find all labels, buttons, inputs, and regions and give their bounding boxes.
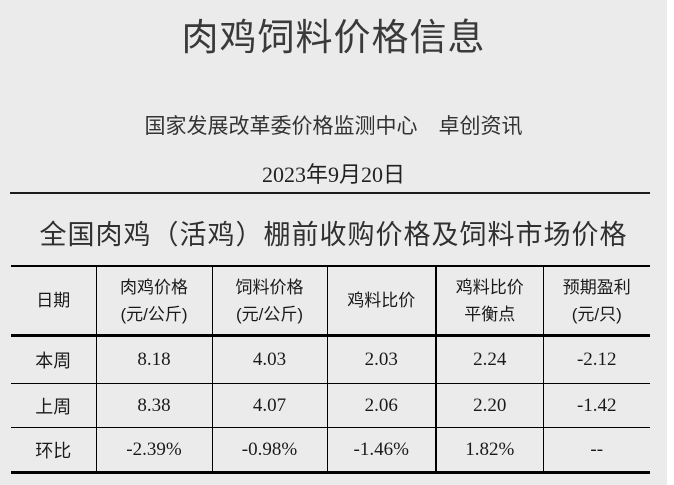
col-header-chicken-price: 肉鸡价格 (元/公斤) xyxy=(95,266,212,337)
price-table: 日期 肉鸡价格 (元/公斤) 饲料价格 (元/公斤) 鸡料比价 鸡料比价 xyxy=(11,265,650,474)
table-header-row: 日期 肉鸡价格 (元/公斤) 饲料价格 (元/公斤) 鸡料比价 鸡料比价 xyxy=(11,266,650,337)
horizontal-rule xyxy=(10,192,650,194)
table-row-week-over-week: 环比 -2.39% -0.98% -1.46% 1.82% -- xyxy=(11,427,650,473)
col-header-expected-profit: 预期盈利 (元/只) xyxy=(542,266,650,337)
data-cell: -2.12 xyxy=(542,335,650,384)
data-cell: -1.46% xyxy=(326,427,436,473)
source-line: 国家发展改革委价格监测中心 卓创资讯 xyxy=(144,115,523,138)
col-header-label: 预期盈利 xyxy=(562,277,631,297)
col-header-label: 鸡料比价 xyxy=(455,277,524,297)
page-title: 肉鸡饲料价格信息 xyxy=(181,17,486,58)
data-cell: -0.98% xyxy=(211,427,327,473)
data-cell: -2.39% xyxy=(95,427,212,473)
col-header-price-ratio: 鸡料比价 xyxy=(326,266,436,337)
col-header-unit: (元/公斤) xyxy=(120,304,188,324)
data-cell: 2.20 xyxy=(435,383,543,428)
col-header-label: 日期 xyxy=(36,291,71,310)
col-header-breakeven-ratio: 鸡料比价 平衡点 xyxy=(435,266,543,337)
col-header-label: 鸡料比价 xyxy=(347,291,416,310)
data-cell: -1.42 xyxy=(542,383,650,428)
col-header-feed-price: 饲料价格 (元/公斤) xyxy=(211,266,327,337)
row-label: 上周 xyxy=(11,383,96,428)
data-cell: 2.03 xyxy=(326,335,436,384)
data-cell: 2.24 xyxy=(435,335,543,384)
col-header-unit: 平衡点 xyxy=(464,304,516,324)
col-header-unit: (元/只) xyxy=(571,304,622,324)
col-header-unit: (元/公斤) xyxy=(235,304,304,324)
data-cell: 4.03 xyxy=(211,335,327,384)
row-label: 本周 xyxy=(35,351,72,371)
data-cell: 1.82% xyxy=(435,427,543,473)
data-cell: 8.18 xyxy=(95,335,212,384)
col-header-label: 肉鸡价格 xyxy=(120,277,188,297)
data-cell: 8.38 xyxy=(95,383,212,428)
date-line: 2023年9月20日 xyxy=(261,162,405,187)
table-row-last-week: 上周 8.38 4.07 2.06 2.20 -1.42 xyxy=(11,383,650,428)
data-cell: -- xyxy=(542,427,650,473)
table-row-this-week: 本周 8.18 4.03 2.03 2.24 -2.12 xyxy=(11,335,650,384)
col-header-label: 饲料价格 xyxy=(235,277,304,297)
row-label: 环比 xyxy=(11,427,96,473)
data-cell: 4.07 xyxy=(211,383,327,428)
data-cell: 2.06 xyxy=(326,383,436,428)
section-title: 全国肉鸡（活鸡）棚前收购价格及饲料市场价格 xyxy=(39,220,628,250)
col-header-date: 日期 xyxy=(11,266,96,337)
